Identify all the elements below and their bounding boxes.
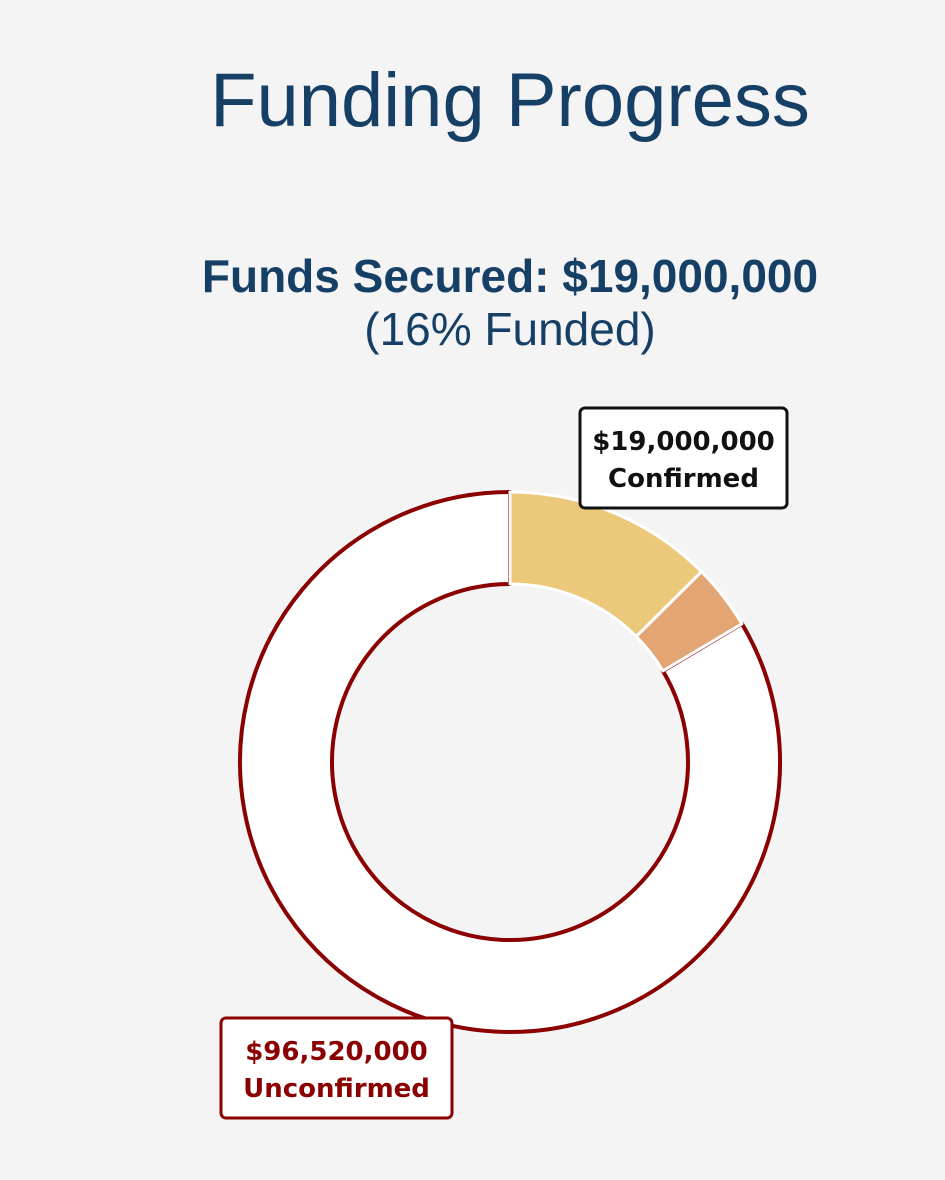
callout-value: $96,520,000 [245, 1037, 428, 1067]
donut [238, 490, 782, 1034]
funded-note: (16% Funded) [364, 303, 656, 355]
callouts: $19,000,000 Confirmed $96,520,000 Unconfirm… [219, 406, 789, 1120]
callout-name: Confirmed [608, 464, 759, 494]
chart-title: Funding Progress [210, 58, 810, 143]
subtitle: Funds Secured: $19,000,000 [202, 250, 818, 302]
donut-slice [238, 490, 782, 1034]
callout-name: Unconfirmed [243, 1074, 430, 1104]
callout-value: $19,000,000 [592, 427, 775, 457]
callout-box [219, 1016, 454, 1120]
donut-slice [634, 570, 744, 673]
callout-box [578, 406, 789, 510]
